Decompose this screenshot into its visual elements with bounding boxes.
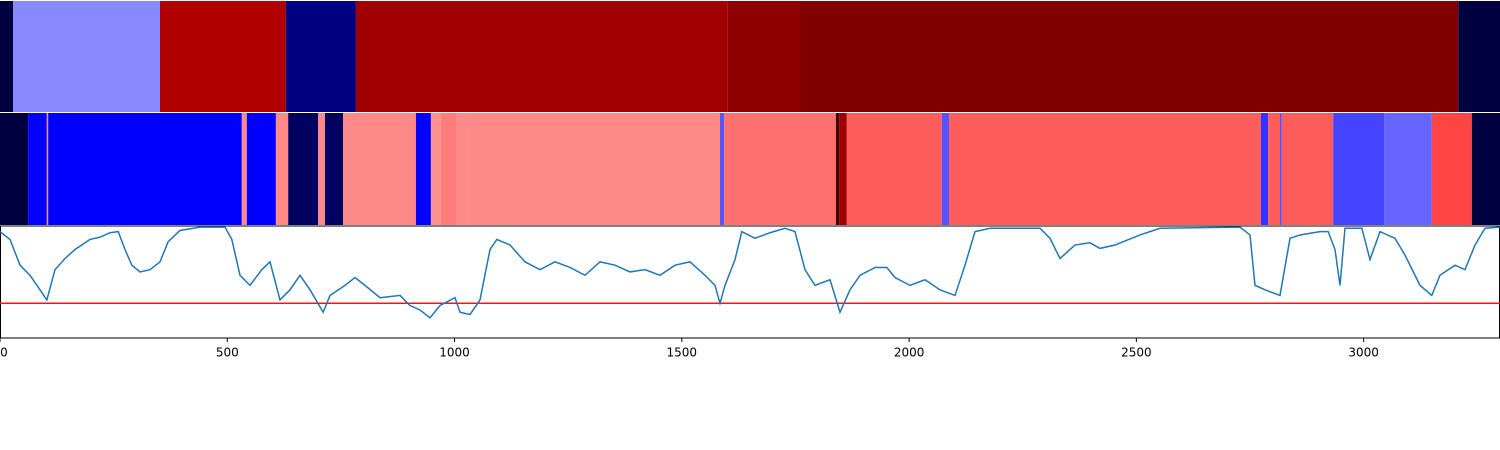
line-panel — [0, 225, 1500, 339]
band-segment — [241, 113, 247, 225]
band-segment — [430, 113, 441, 225]
band-segment — [0, 113, 29, 225]
x-tick-label: 1500 — [667, 346, 698, 360]
band-segment — [724, 113, 836, 225]
x-tick-label: 2500 — [1121, 346, 1152, 360]
band-segment — [285, 1, 356, 112]
band-segment — [456, 113, 470, 225]
band-segment — [469, 113, 720, 225]
band-segment — [1333, 113, 1385, 225]
band-segment — [13, 1, 160, 112]
band-segment — [325, 113, 344, 225]
band-segment — [318, 113, 325, 225]
x-tick-label: 2000 — [894, 346, 925, 360]
x-tick-label: 3000 — [1348, 346, 1379, 360]
band-segment — [1280, 113, 1282, 225]
band-segment — [1281, 113, 1334, 225]
x-tick-label: 0 — [0, 346, 8, 360]
band-segment — [720, 113, 725, 225]
band-segment — [440, 113, 457, 225]
band-segment — [48, 113, 242, 225]
band-segment — [275, 113, 289, 225]
band-segment — [727, 1, 800, 112]
band-segment — [288, 113, 319, 225]
band-segment — [941, 113, 950, 225]
band-segment — [1260, 113, 1269, 225]
band-segment — [0, 1, 14, 112]
band-segment — [839, 113, 847, 225]
band-segment — [246, 113, 276, 225]
band-segment — [800, 1, 1459, 112]
band-segment — [28, 113, 47, 225]
band-segment — [1458, 1, 1500, 112]
band-segment — [1431, 113, 1472, 225]
band-segment — [949, 113, 1261, 225]
band-segment — [1471, 113, 1500, 225]
band-segment — [160, 1, 286, 112]
band-segment — [1268, 113, 1280, 225]
band-segment — [415, 113, 431, 225]
band-segment — [1384, 113, 1432, 225]
series-line — [0, 226, 1500, 319]
band-segment — [846, 113, 942, 225]
band-segment — [355, 1, 728, 112]
band-segment — [46, 113, 49, 225]
band-segment — [835, 113, 840, 225]
x-tick-label: 500 — [216, 346, 239, 360]
band-segment — [343, 113, 416, 225]
x-tick-label: 1000 — [439, 346, 470, 360]
